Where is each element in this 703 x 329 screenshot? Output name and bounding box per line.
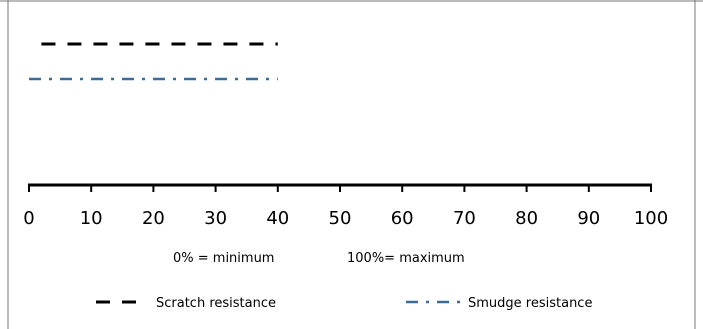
x-tick-label: 60 (391, 208, 414, 229)
legend-scratch-resistance-label: Scratch resistance (156, 296, 276, 311)
x-tick-label: 20 (142, 208, 165, 229)
x-tick-label: 40 (266, 208, 289, 229)
x-tick-label: 10 (80, 208, 103, 229)
x-tick-label: 50 (329, 208, 352, 229)
x-tick-label: 100 (634, 208, 668, 229)
annotation-maximum: 100%= maximum (347, 251, 465, 266)
legend: Scratch resistance Smudge resistance (96, 296, 592, 311)
annotation-minimum: 0% = minimum (173, 251, 274, 266)
legend-smudge-resistance-label: Smudge resistance (468, 296, 592, 311)
x-tick-label: 90 (577, 208, 600, 229)
x-tick-label: 80 (515, 208, 538, 229)
x-tick-label: 0 (23, 208, 34, 229)
x-tick-label: 70 (453, 208, 476, 229)
x-tick-label: 30 (204, 208, 227, 229)
x-axis-ticks (28, 185, 652, 192)
x-axis-tick-labels: 0 10 20 30 40 50 60 70 80 90 100 (23, 208, 668, 229)
